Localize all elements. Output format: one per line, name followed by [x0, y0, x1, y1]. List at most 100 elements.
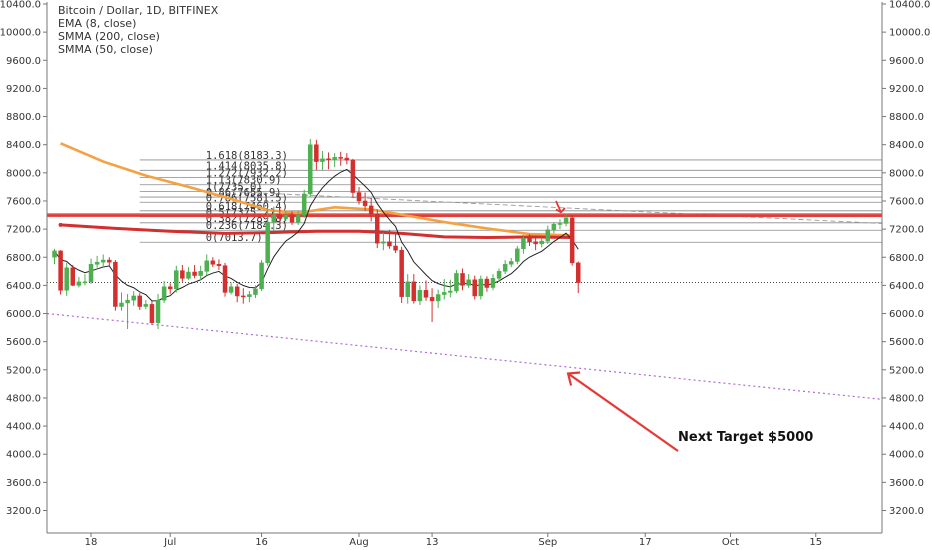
candle	[113, 260, 118, 311]
legend-smma200: SMMA (200, close)	[58, 30, 160, 43]
candle	[338, 151, 343, 166]
candle	[442, 279, 447, 300]
candle-body	[533, 241, 538, 245]
candle-body	[569, 217, 575, 264]
candle-body	[539, 240, 544, 245]
candle	[180, 264, 185, 282]
candle	[186, 267, 191, 280]
candle	[563, 213, 569, 227]
candle-body	[180, 270, 185, 279]
candle	[82, 274, 88, 286]
y-tick-label-right: 10400.0	[889, 0, 930, 11]
fibonacci-levels: 1.618(8183.3)1.414(8035.8)1.272(7932.2)1…	[139, 150, 883, 244]
candle-body	[143, 304, 149, 307]
candle	[131, 291, 136, 306]
candle	[277, 206, 283, 227]
candle	[192, 264, 197, 279]
fib-level-label: 1.13(7830.9)	[206, 175, 282, 187]
candle	[228, 282, 234, 295]
candle-body	[289, 214, 295, 223]
y-tick-label-right: 7600.0	[889, 196, 924, 207]
candle-body	[417, 290, 423, 302]
annotation-arrows	[58, 200, 679, 452]
y-tick-label-right: 8400.0	[889, 140, 924, 151]
candle	[137, 293, 143, 311]
candle-body	[301, 193, 307, 216]
candle	[496, 268, 502, 282]
candle-body	[521, 238, 526, 250]
candle-body	[356, 192, 362, 202]
candle-body	[198, 271, 203, 276]
candle	[204, 254, 209, 276]
candle	[460, 268, 465, 291]
candle-body	[472, 279, 477, 297]
rejection-arrow-head	[555, 207, 566, 214]
candle	[100, 254, 106, 268]
legend-title: Bitcoin / Dollar, 1D, BITFINEX	[58, 4, 219, 17]
y-tick-label-right: 10000.0	[889, 28, 930, 39]
candle	[253, 285, 258, 299]
candle	[527, 234, 532, 246]
candle	[454, 269, 459, 294]
fib-level-label: 1(7735.0)	[206, 181, 263, 193]
candle	[448, 279, 453, 298]
y-tick-label-right: 6000.0	[889, 309, 924, 320]
candle	[265, 209, 270, 266]
candle	[52, 248, 57, 265]
candle	[399, 246, 404, 303]
y-tick-label-left: 9200.0	[6, 84, 41, 95]
fib-level-label: 1.272(7932.2)	[206, 168, 288, 180]
candle-body	[344, 157, 350, 161]
candle-body	[131, 295, 136, 301]
candle-body	[350, 159, 356, 193]
candle	[314, 139, 319, 171]
y-tick-label-right: 7200.0	[889, 225, 924, 236]
candle	[466, 274, 471, 289]
chart-legend: Bitcoin / Dollar, 1D, BITFINEX EMA (8, c…	[58, 4, 218, 56]
y-tick-label-right: 4400.0	[889, 422, 924, 433]
candle-body	[490, 278, 496, 288]
candle-body	[113, 261, 118, 307]
candle	[155, 293, 161, 330]
candle	[362, 192, 368, 211]
y-tick-label-right: 3200.0	[889, 506, 924, 517]
candle	[356, 186, 362, 205]
y-tick-label-right: 4000.0	[889, 450, 924, 461]
support-resistance-lines	[46, 213, 883, 400]
candle	[551, 222, 557, 234]
y-tick-label-left: 6000.0	[6, 309, 41, 320]
candle	[478, 275, 484, 300]
y-tick-label-right: 3600.0	[889, 478, 924, 489]
candle	[174, 265, 179, 293]
smma50-start-marker	[58, 222, 63, 227]
candle	[411, 274, 417, 304]
x-tick-label: Aug	[349, 537, 369, 548]
candle-body	[167, 286, 173, 290]
candle-body	[88, 264, 94, 283]
y-tick-label-left: 4800.0	[6, 393, 41, 404]
candle-body	[119, 302, 124, 307]
candle-body	[76, 281, 82, 286]
next-target-annotation: Next Target $5000	[678, 430, 813, 445]
target-arrow-shaft	[567, 372, 679, 452]
candle	[533, 236, 538, 251]
candle-body	[64, 267, 69, 291]
candle	[320, 151, 325, 171]
candle-body	[155, 299, 161, 323]
y-tick-label-right: 4800.0	[889, 393, 924, 404]
candle	[149, 300, 155, 325]
y-tick-label-left: 8400.0	[6, 140, 41, 151]
candle-body	[137, 295, 143, 307]
y-tick-label-left: 3600.0	[6, 478, 41, 489]
candle	[490, 274, 496, 291]
candle-body	[70, 267, 76, 286]
y-tick-label-left: 10000.0	[0, 28, 41, 39]
fib-level-label: 0(7013.7)	[206, 232, 263, 244]
candle-body	[234, 286, 240, 297]
candle-body	[326, 158, 331, 161]
candle	[210, 257, 216, 268]
x-tick-label: 15	[809, 537, 822, 548]
candle-body	[125, 299, 130, 304]
legend-ema: EMA (8, close)	[58, 17, 137, 30]
